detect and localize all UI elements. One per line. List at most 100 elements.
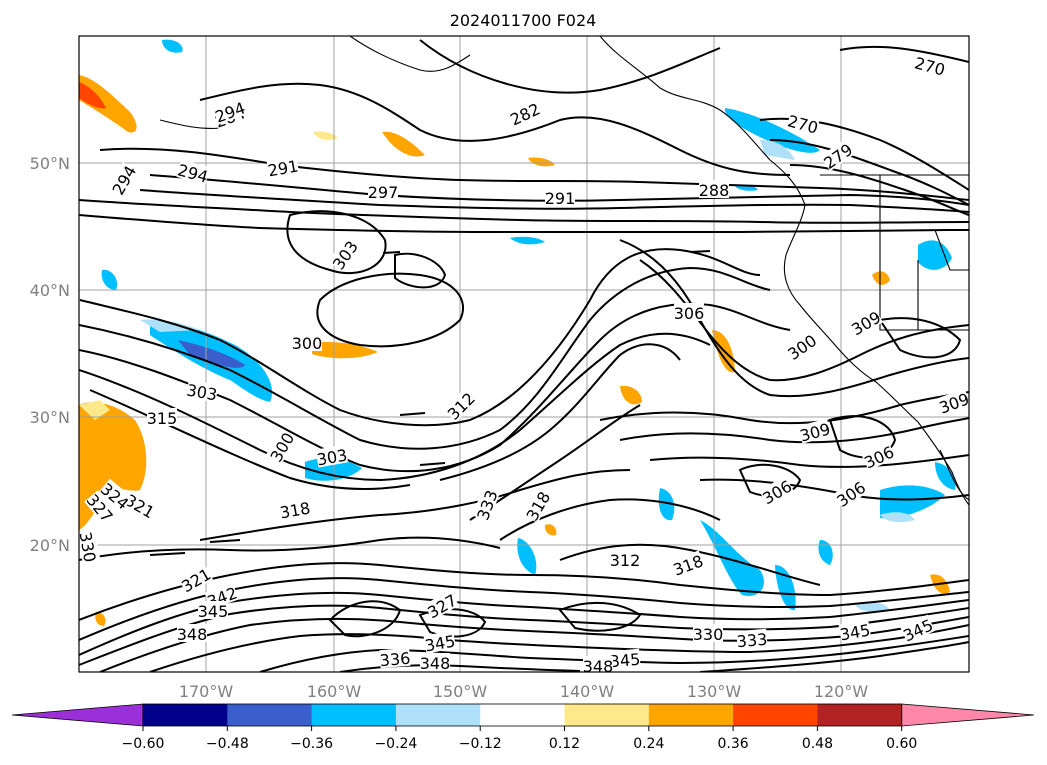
contour-label: 336 (379, 649, 411, 671)
contour-label-bg (848, 306, 883, 338)
contour-label-bg (832, 477, 868, 510)
contour-label: 345 (198, 602, 229, 621)
contour-label-bg (368, 182, 398, 200)
contour-label-bg (278, 497, 312, 521)
contour-label: 348 (420, 654, 451, 673)
contour-label-bg (838, 619, 872, 643)
contour-label-bg (443, 388, 478, 423)
contour-label-bg (176, 159, 211, 185)
contour-label-bg (936, 388, 969, 416)
contour-label-bg (292, 333, 322, 351)
contour-label-bg (610, 550, 640, 568)
lat-tick-30n: 30°N (30, 408, 70, 427)
colorbar-tick-label: 0.36 (718, 736, 749, 752)
colorbar-segment (564, 704, 650, 726)
contour-label-bg (913, 52, 948, 78)
contour-label-bg (609, 648, 641, 670)
contour-label-bg (177, 624, 207, 642)
colorbar: −0.60 −0.48 −0.36 −0.24 −0.12 0.12 0.24 0.36 0.4… (11, 703, 1035, 752)
contour-label-bg (521, 488, 553, 523)
contour-label: 348 (583, 657, 614, 676)
latitude-ticks: 50°N 40°N 30°N 20°N (30, 154, 70, 555)
contour-label-bg (379, 647, 411, 669)
colorbar-frame (142, 703, 903, 727)
contour-label-bg (507, 98, 542, 128)
colorbar-tick-label: −0.24 (374, 736, 417, 752)
colorbar-tick-label: −0.36 (290, 736, 333, 752)
contour-label: 348 (177, 625, 208, 644)
colorbar-tick-label: 0.60 (886, 736, 917, 752)
contour-label-bg (84, 490, 118, 525)
contour-label-bg (98, 478, 133, 512)
contour-label-bg (107, 162, 139, 197)
colorbar-segment (817, 704, 903, 726)
colorbar-segment (733, 704, 818, 726)
lon-tick-150w: 150°W (433, 682, 488, 701)
contour-label-bg (545, 188, 575, 206)
lon-tick-140w: 140°W (560, 682, 615, 701)
map-title: 2024011700 F024 (450, 11, 597, 30)
colorbar-tick-label: 0.48 (802, 736, 833, 752)
contour-label-bg (900, 614, 935, 644)
contour-label: 330 (693, 625, 724, 644)
contour-label: 345 (609, 650, 641, 672)
lat-tick-50n: 50°N (30, 154, 70, 173)
contour-label-bg (759, 475, 794, 507)
lon-tick-130w: 130°W (687, 682, 742, 701)
contour-label-bg (736, 628, 768, 650)
map-frame (78, 35, 970, 673)
lon-tick-160w: 160°W (307, 682, 362, 701)
contour-label-bg (472, 487, 500, 522)
colorbar-tick-label: 0.12 (549, 736, 580, 752)
contour-label: 315 (147, 409, 178, 428)
contour-label-bg (583, 656, 613, 672)
shaded-field (79, 39, 956, 626)
contour-label: 330 (75, 530, 99, 563)
contour-label-bg (693, 624, 723, 642)
colorbar-extend-min (11, 703, 144, 727)
contour-label-bg (797, 418, 832, 444)
contour-labels: 2702702792822842882912912942942942973003… (75, 52, 969, 676)
contour-label-bg (178, 563, 213, 595)
colorbar-segment (311, 704, 397, 726)
contour-label-bg (819, 139, 855, 172)
contour-label: 312 (610, 551, 641, 570)
contour-label-bg (861, 441, 896, 471)
contour-label-bg (79, 530, 101, 564)
colorbar-tick-label: −0.48 (206, 736, 249, 752)
lat-tick-20n: 20°N (30, 536, 70, 555)
lat-tick-40n: 40°N (30, 281, 70, 300)
colorbar-extend-max (901, 703, 1035, 727)
contour-label-bg (674, 303, 704, 321)
contour-label-bg (266, 155, 300, 179)
colorbar-tick-label: 0.24 (633, 736, 664, 752)
contour-label: 306 (674, 304, 705, 323)
contour-label: 300 (292, 334, 323, 353)
contour-label: 333 (736, 630, 768, 652)
contour-label-bg (783, 330, 819, 363)
contour-label-bg (328, 236, 361, 272)
contour-label-bg (670, 550, 705, 578)
contour-label-bg (786, 110, 821, 136)
colorbar-segment (648, 704, 734, 726)
lon-tick-170w: 170°W (179, 682, 234, 701)
longitude-ticks: 170°W 160°W 150°W 140°W 130°W 120°W (179, 682, 869, 701)
contour-label: 291 (545, 189, 576, 208)
colorbar-tick-label: −0.12 (459, 736, 502, 752)
colorbar-segment (227, 704, 313, 726)
colorbar-segment (395, 704, 481, 726)
colorbar-segment (480, 704, 565, 726)
contour-label-bg (147, 408, 177, 426)
contour-label: 288 (699, 181, 730, 200)
map-area: 2702702792822842882912912942942942973003… (75, 36, 969, 676)
contour-label-bg (185, 379, 219, 403)
contour-label-bg (420, 653, 450, 671)
contour-label-bg (212, 97, 247, 125)
colorbar-tick-label: −0.60 (122, 736, 165, 752)
contour-label-bg (315, 444, 349, 468)
contour-label-bg (265, 429, 297, 464)
contour-label: 297 (368, 183, 399, 202)
contour-label-bg (424, 589, 459, 621)
colorbar-segment (143, 704, 228, 726)
